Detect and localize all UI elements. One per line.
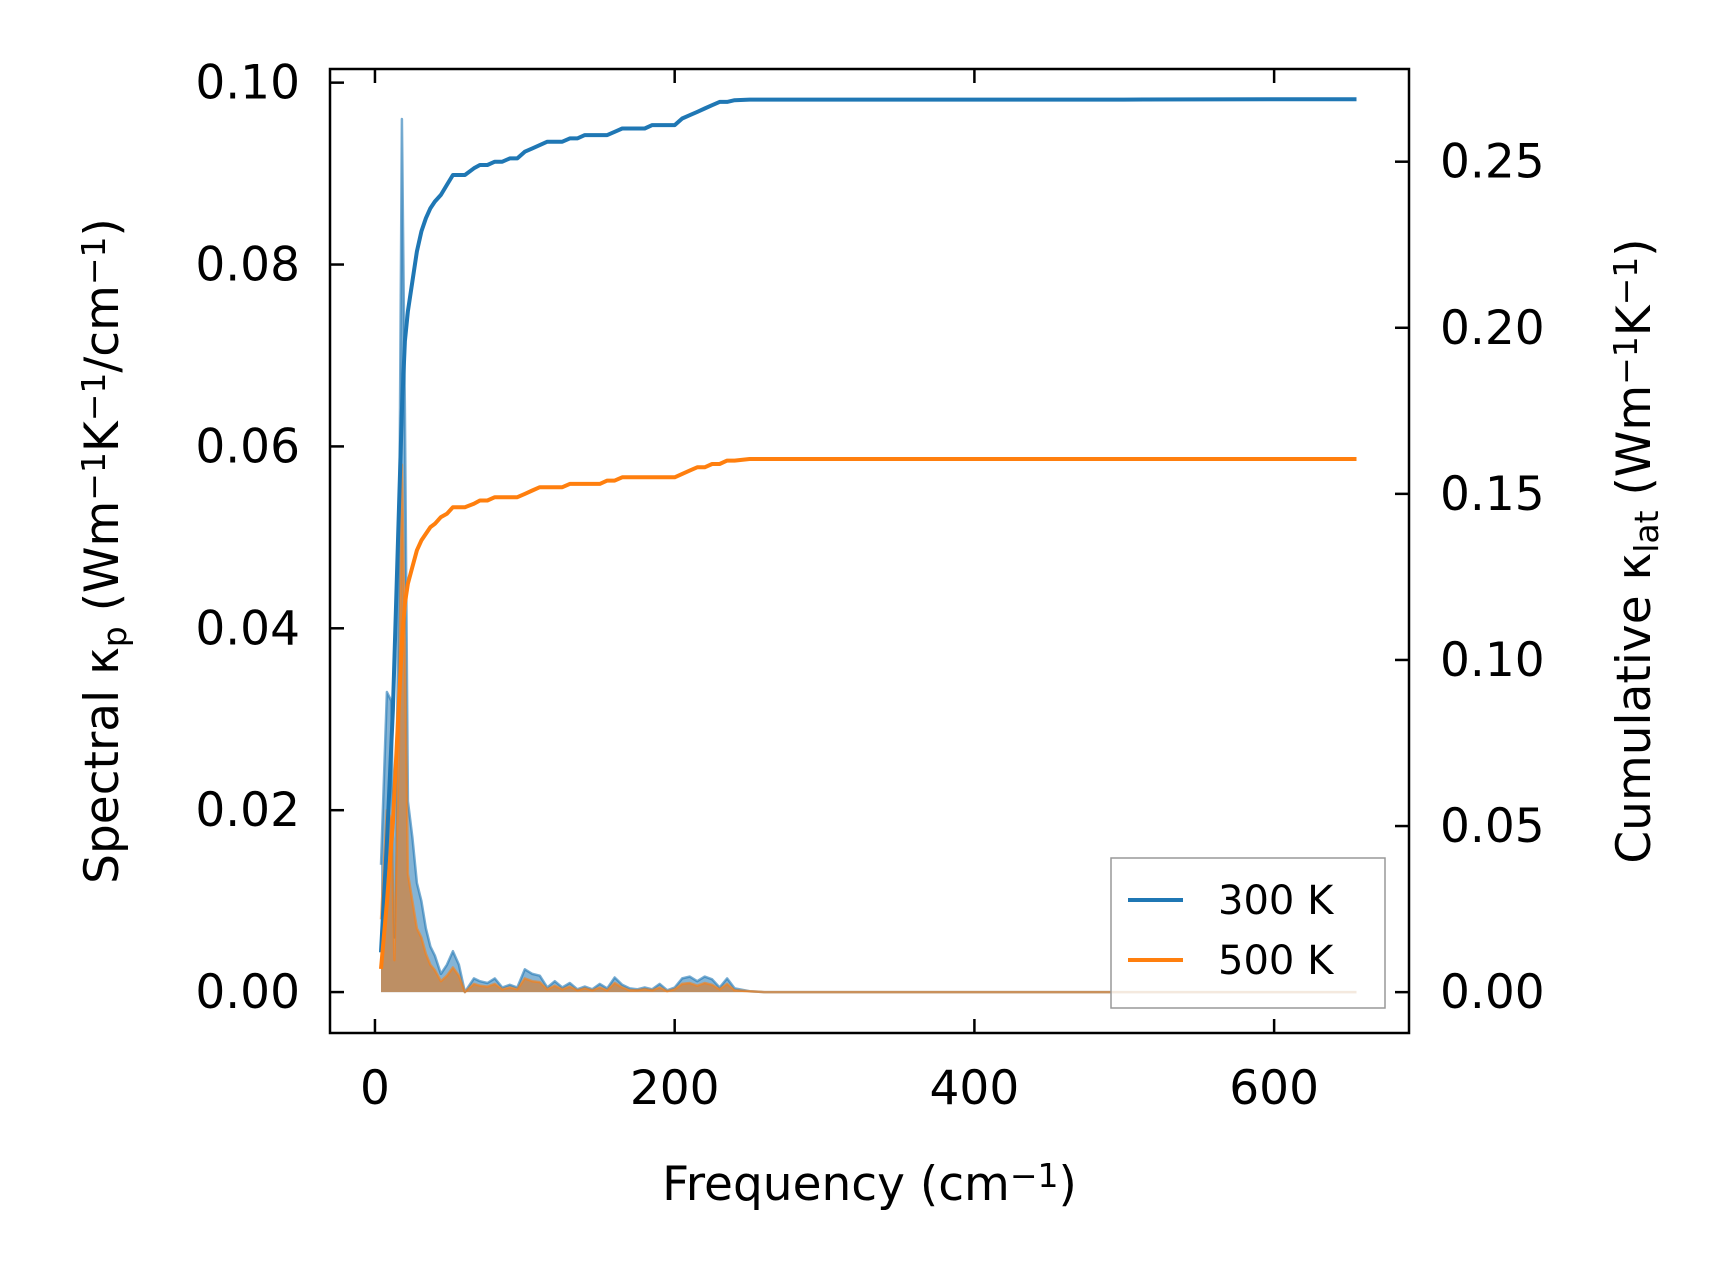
axis-ticks: 0 200 400 600 0.00 0.02 0.04 0.06 0.08 0.10 0.00 0.…	[195, 56, 1544, 1116]
legend-label-300-k: 300 K	[1218, 878, 1335, 924]
y-tick-label-right: 0.20	[1440, 301, 1545, 356]
spectral-edge-300-k	[379, 117, 1357, 994]
spectral-fills	[379, 117, 1357, 994]
legend-box	[1110, 857, 1386, 1009]
y-axis-title-left: Spectral κp (Wm−1K−1/cm−1)	[74, 218, 134, 884]
legend: 300 K 500 K	[1110, 857, 1386, 1009]
legend-label-500-k: 500 K	[1218, 938, 1335, 984]
y-tick-label-right: 0.25	[1440, 135, 1545, 190]
y-tick-label-left: 0.08	[195, 238, 300, 293]
x-tick-label: 200	[630, 1061, 720, 1116]
y-tick-label-left: 0.10	[195, 56, 300, 111]
y-tick-label-left: 0.00	[195, 965, 300, 1020]
x-tick-label: 0	[360, 1061, 390, 1116]
y-tick-label-left: 0.04	[195, 601, 300, 656]
y-tick-label-left: 0.06	[195, 419, 300, 474]
x-axis-title: Frequency (cm−1)	[662, 1156, 1077, 1212]
spectral-edge-500-k	[379, 463, 1357, 994]
y-tick-label-right: 0.10	[1440, 633, 1545, 688]
cumulative-line-500-k	[379, 457, 1357, 970]
y-axis-title-right: Cumulative κlat (Wm−1K−1)	[1606, 238, 1666, 863]
y-tick-label-left: 0.02	[195, 783, 300, 838]
plot-frame	[328, 67, 1411, 1035]
y-tick-label-right: 0.05	[1440, 799, 1545, 854]
x-tick-label: 400	[930, 1061, 1020, 1116]
y-tick-label-right: 0.00	[1440, 965, 1545, 1020]
axis-titles: Frequency (cm−1) Spectral κp (Wm−1K−1/cm−…	[74, 218, 1666, 1212]
cumulative-line-300-k	[379, 97, 1357, 953]
cumulative-lines	[379, 97, 1357, 970]
y-tick-label-right: 0.15	[1440, 467, 1545, 522]
x-tick-label: 600	[1229, 1061, 1319, 1116]
